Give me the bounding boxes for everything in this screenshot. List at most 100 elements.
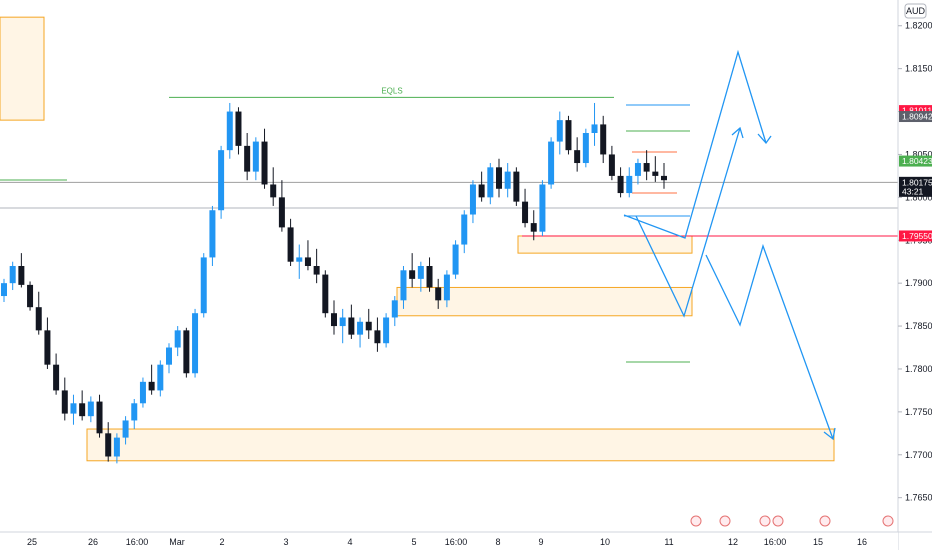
supply-demand-zones (0, 16, 835, 462)
time-tick-label: 8 (495, 537, 500, 547)
candle-body (270, 184, 277, 198)
candle-body (539, 184, 546, 232)
candle-body (287, 227, 294, 262)
price-tag (899, 111, 932, 123)
candle-body (183, 330, 190, 374)
time-tick-label: Mar (169, 537, 185, 547)
candle-body (661, 175, 667, 181)
price-tick-label: 1.80500 (905, 149, 932, 159)
price-tick-label: 1.77500 (905, 407, 932, 417)
price-tag-label: 1.80175 (902, 177, 932, 187)
time-tick-label: 10 (600, 537, 610, 547)
candle-body (461, 214, 468, 245)
price-tag-label: 1.81011 (902, 106, 932, 116)
candle-body (634, 163, 641, 176)
candle-body (582, 133, 589, 164)
candle-body (487, 167, 494, 198)
candle-body (626, 175, 633, 194)
event-icons[interactable] (690, 515, 894, 527)
candle-body (53, 364, 60, 391)
price-tag-label: 1.80942 (902, 112, 932, 122)
candle-body (556, 120, 563, 142)
event-flag-icon[interactable] (882, 515, 894, 527)
candle-body (435, 287, 442, 301)
countdown-label: 43:21 (902, 186, 924, 196)
candle-body (79, 403, 86, 417)
time-tick-label: 9 (538, 537, 543, 547)
candle-body (452, 244, 459, 275)
candle-body (357, 321, 364, 335)
candle-body (261, 141, 268, 185)
candle-body (70, 403, 77, 414)
zone-box (396, 286, 693, 317)
candle-body (530, 223, 537, 232)
time-tick-label: 3 (283, 537, 288, 547)
candle-body (409, 270, 416, 279)
candle-body (478, 184, 485, 198)
candle-body (400, 270, 407, 301)
candle-body (313, 266, 320, 275)
candle-body (87, 401, 94, 417)
candle-body (331, 313, 337, 327)
time-axis-panel[interactable] (0, 532, 898, 550)
price-tick-label: 1.76500 (905, 493, 932, 503)
price-tag (899, 105, 932, 117)
candle-body (61, 390, 68, 414)
time-tick-label: 16:00 (445, 537, 468, 547)
time-tick-label: 25 (27, 537, 37, 547)
candle-body (209, 210, 216, 258)
projection-arrows (623, 49, 836, 441)
candle-body (548, 141, 555, 185)
event-flag-icon[interactable] (819, 515, 831, 527)
candles (1, 102, 667, 464)
projection-path (705, 243, 834, 440)
candle-body (96, 401, 103, 434)
arrow-head (823, 427, 836, 441)
price-tick-label: 1.82000 (905, 21, 932, 31)
projection-path (635, 127, 741, 318)
candle-body (591, 124, 598, 133)
event-flag-icon[interactable] (719, 515, 731, 527)
candle-body (157, 364, 164, 391)
time-tick-label: 26 (88, 537, 98, 547)
candle-body (174, 330, 181, 348)
candle-body (443, 274, 450, 301)
candle-body (192, 313, 199, 374)
candle-body (44, 330, 51, 365)
candle-body (322, 274, 329, 314)
candle-body (113, 437, 120, 457)
candle-body (365, 321, 372, 331)
candle-body (339, 317, 346, 327)
event-flag-icon[interactable] (772, 515, 784, 527)
candle-body (122, 420, 129, 438)
candle-body (226, 111, 233, 151)
time-tick-label: 4 (347, 537, 352, 547)
event-flag-icon[interactable] (690, 515, 702, 527)
price-tick-label: 1.78500 (905, 321, 932, 331)
candle-body (304, 257, 311, 266)
time-tick-label: 5 (411, 537, 416, 547)
candle-body (252, 141, 259, 172)
candle-body (235, 111, 242, 146)
candle-body (608, 154, 615, 176)
event-flag-icon[interactable] (759, 515, 771, 527)
zone-box (0, 16, 45, 121)
time-tick-label: 12 (728, 537, 738, 547)
price-tag-label: 1.80423 (902, 156, 932, 166)
arrow-head (731, 126, 744, 139)
price-tag-label: 1.79550 (902, 231, 932, 241)
currency-badge[interactable]: AUD (904, 3, 927, 19)
candle-body (391, 300, 398, 318)
candle-body (348, 317, 355, 335)
horizontal-levels (0, 96, 898, 363)
price-axis-panel[interactable] (898, 0, 932, 532)
candle-body (565, 120, 572, 151)
candle-body (417, 266, 424, 279)
price-tick-label: 1.79000 (905, 278, 932, 288)
price-tag (899, 176, 932, 197)
candle-body (374, 330, 381, 344)
candle-body (9, 266, 16, 284)
candle-body (218, 150, 225, 211)
